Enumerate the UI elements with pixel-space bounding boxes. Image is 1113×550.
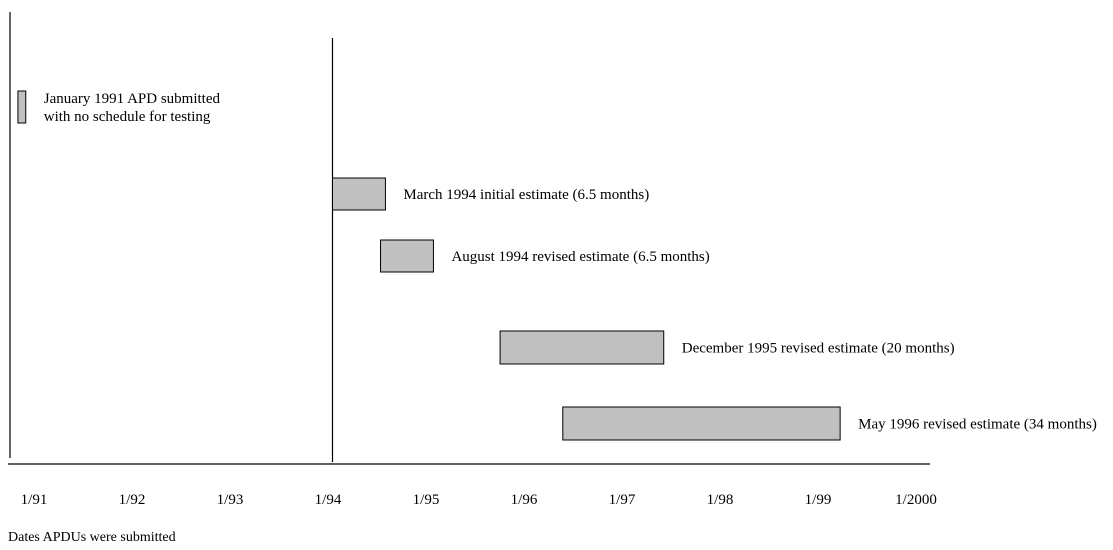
vertical-lines bbox=[9, 12, 334, 462]
x-tick-label: 1/96 bbox=[511, 492, 538, 508]
x-tick-label: 1/95 bbox=[413, 492, 440, 508]
bar-label-1: March 1994 initial estimate (6.5 months) bbox=[403, 187, 649, 203]
bar-label-0: January 1991 APD submitted with no schedu… bbox=[44, 91, 221, 125]
x-tick-label: 1/94 bbox=[315, 492, 342, 508]
bar-labels-group: January 1991 APD submitted with no schedu… bbox=[44, 91, 1097, 433]
x-tick-label: 1/2000 bbox=[895, 492, 937, 508]
bar-1 bbox=[332, 177, 386, 211]
bar-label-line: May 1996 revised estimate (34 months) bbox=[858, 417, 1097, 433]
bar-label-line: March 1994 initial estimate (6.5 months) bbox=[403, 187, 649, 203]
x-tick-label: 1/93 bbox=[217, 492, 244, 508]
bar-label-4: May 1996 revised estimate (34 months) bbox=[858, 417, 1097, 433]
x-tick-label: 1/91 bbox=[21, 492, 48, 508]
bar-label-line: January 1991 APD submitted bbox=[44, 91, 221, 107]
bar-label-3: December 1995 revised estimate (20 month… bbox=[682, 341, 955, 357]
bar-label-line: with no schedule for testing bbox=[44, 109, 211, 125]
bar-label-line: August 1994 revised estimate (6.5 months… bbox=[451, 249, 709, 265]
bars-group bbox=[17, 90, 841, 441]
bar-2 bbox=[380, 239, 434, 273]
x-tick-labels-group: 1/91 1/92 1/93 1/94 1/95 1/96 1/97 1/98 1/99 1/20… bbox=[21, 492, 937, 508]
x-tick-label: 1/99 bbox=[805, 492, 832, 508]
bar-label-line: December 1995 revised estimate (20 month… bbox=[682, 341, 955, 357]
x-tick-label: 1/98 bbox=[707, 492, 734, 508]
x-tick-label: 1/97 bbox=[609, 492, 636, 508]
bar-label-2: August 1994 revised estimate (6.5 months… bbox=[451, 249, 709, 265]
bar-4 bbox=[562, 406, 841, 441]
bar-0 bbox=[17, 90, 27, 124]
x-axis-caption: Dates APDUs were submitted bbox=[8, 530, 176, 545]
x-tick-label: 1/92 bbox=[119, 492, 146, 508]
bar-3 bbox=[499, 330, 665, 365]
